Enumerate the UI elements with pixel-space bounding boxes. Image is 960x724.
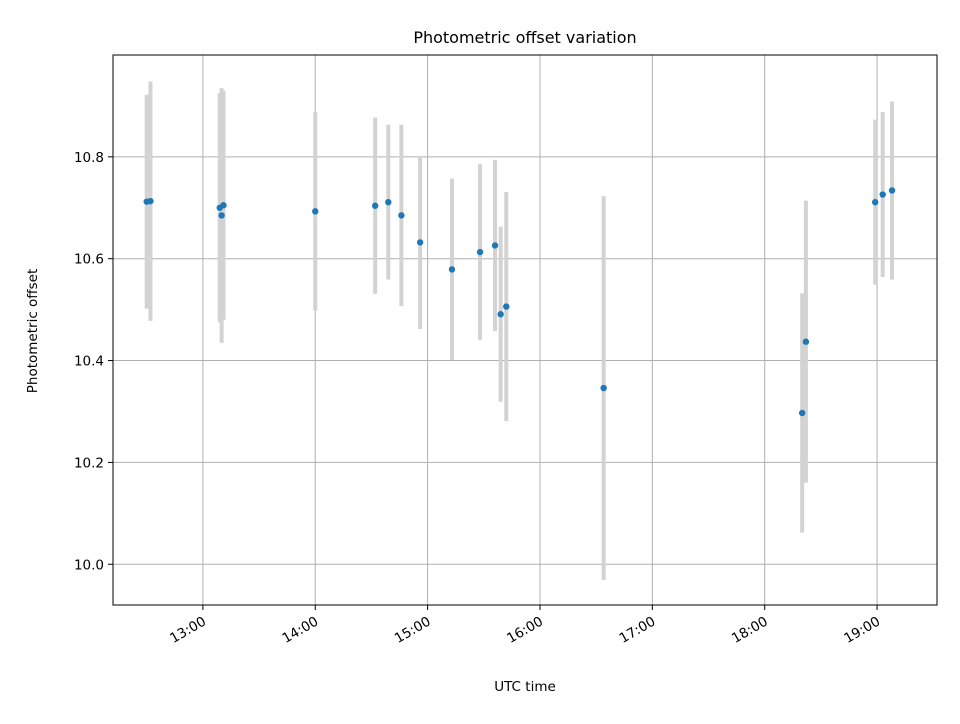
data-point (879, 191, 886, 198)
data-point (600, 384, 607, 392)
x-axis-label: UTC time (494, 679, 556, 695)
y-axis-ticks: 10.0 10.2 10.4 10.6 10.8 (74, 150, 113, 573)
data-point (872, 198, 879, 206)
data-point (398, 212, 405, 219)
data-point (798, 409, 806, 417)
data-point (312, 208, 319, 215)
y-tick-label: 10.4 (74, 354, 104, 370)
y-tick-label: 10.0 (74, 557, 104, 573)
y-tick-label: 10.6 (74, 252, 104, 268)
data-point (476, 248, 484, 256)
data-point (448, 266, 456, 273)
data-point (416, 239, 424, 246)
data-point (220, 202, 227, 209)
data-point (888, 187, 896, 194)
data-point (802, 338, 810, 345)
plot-frame (112, 54, 938, 606)
data-point (385, 198, 392, 206)
data-points (143, 187, 896, 417)
data-point (371, 202, 379, 209)
y-tick-label: 10.8 (74, 150, 104, 166)
data-point (491, 242, 499, 249)
data-point (497, 311, 504, 318)
chart-title: Photometric offset variation (413, 28, 636, 47)
y-tick-label: 10.2 (74, 455, 104, 471)
y-axis-label: Photometric offset (25, 269, 41, 393)
data-point (218, 212, 225, 219)
data-point (503, 303, 510, 310)
data-point (147, 197, 154, 205)
